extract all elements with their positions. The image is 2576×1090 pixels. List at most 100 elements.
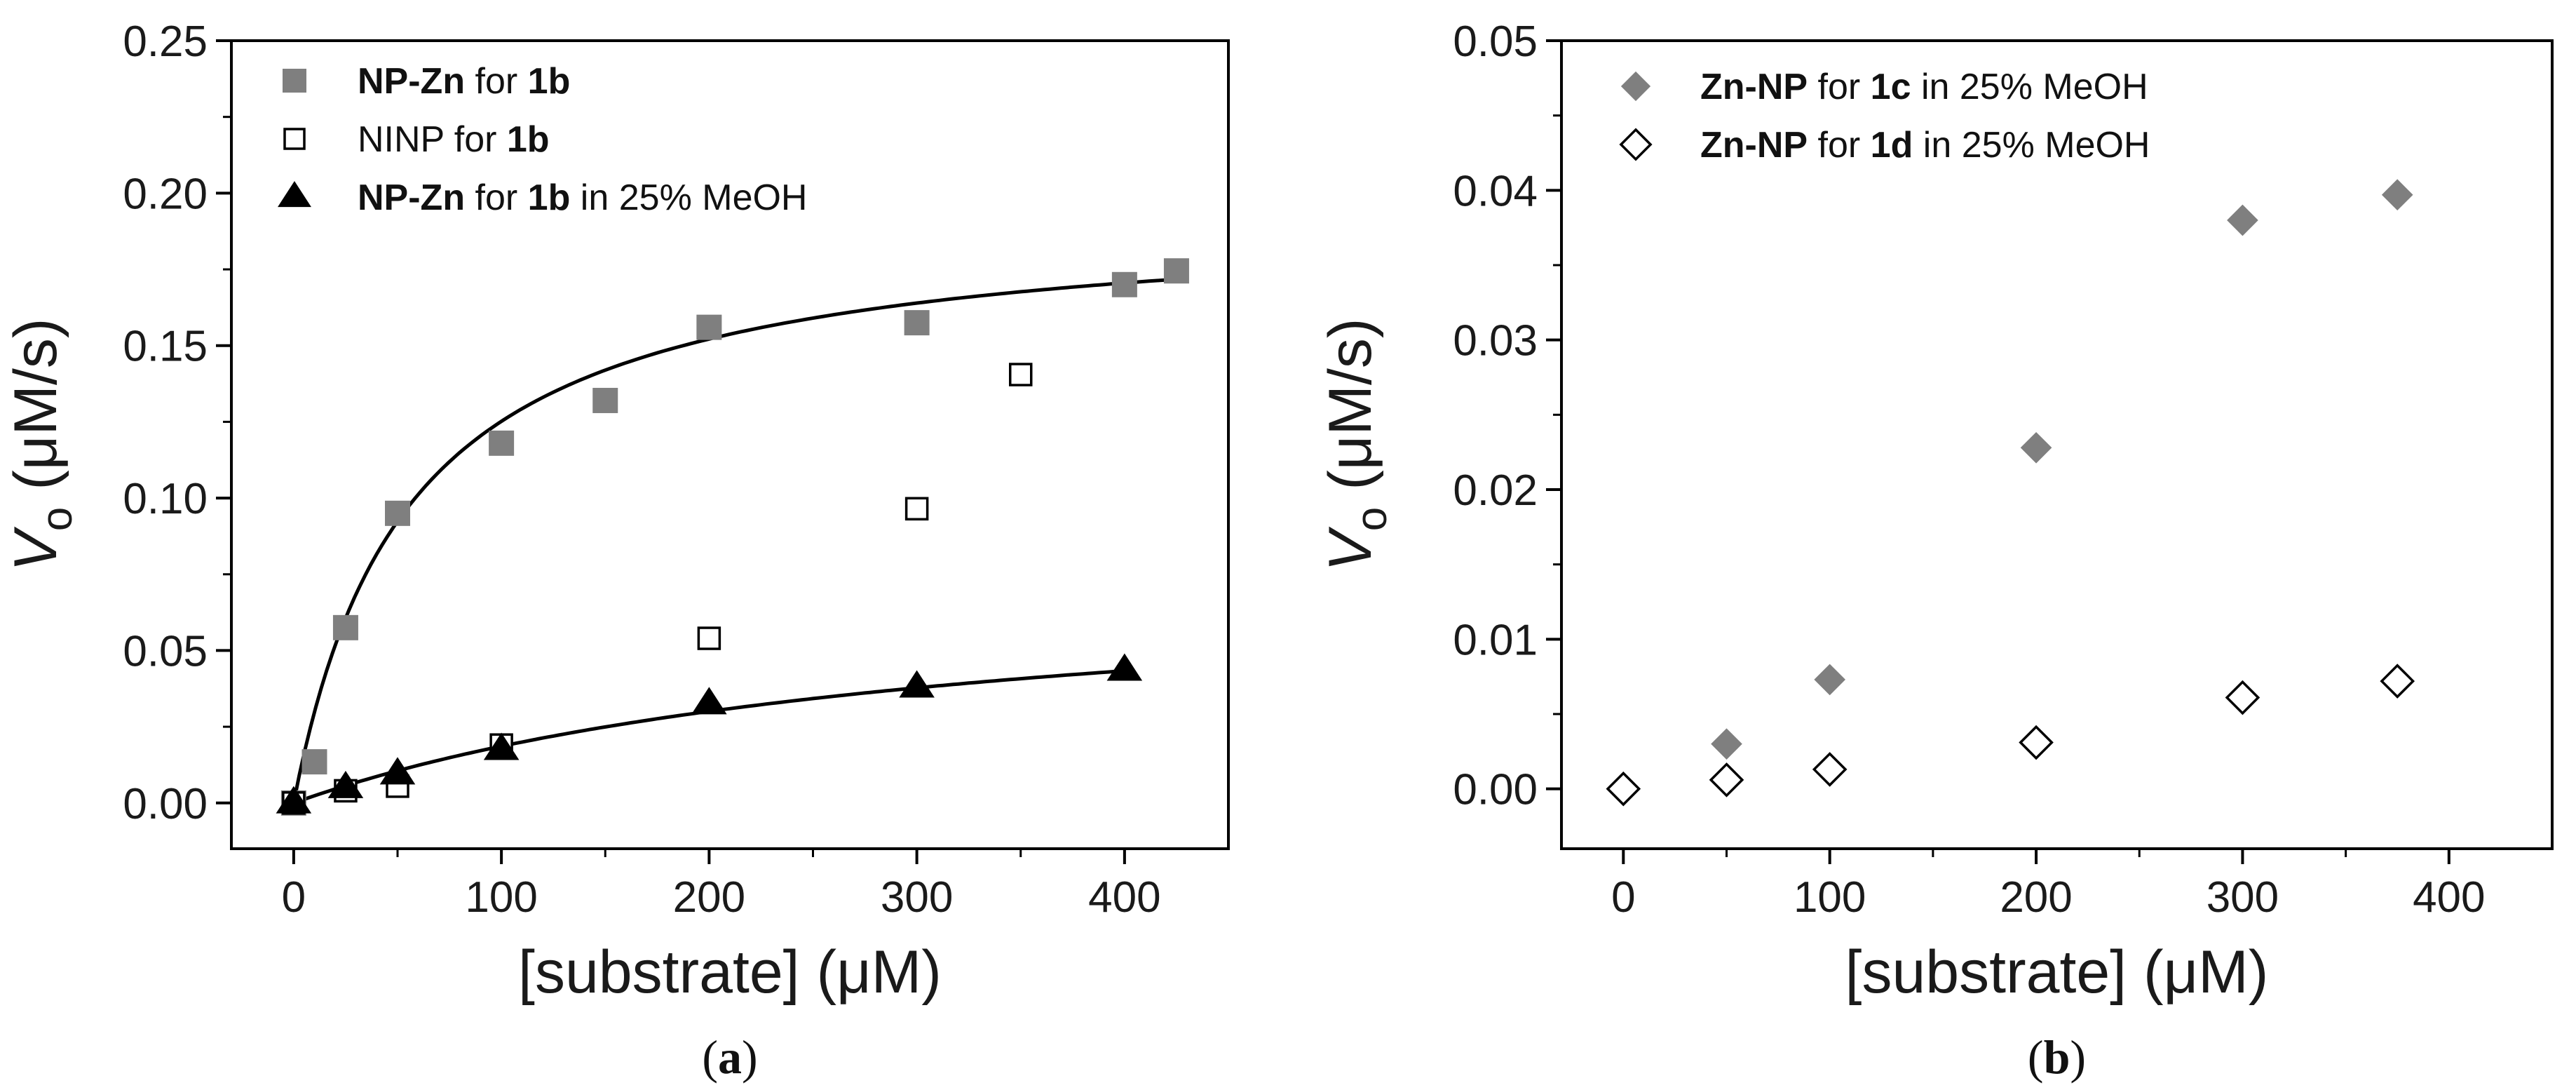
y-tick-label: 0.02 (1453, 466, 1538, 515)
data-point (1814, 664, 1846, 696)
data-point (2227, 204, 2258, 236)
legend-label-part: for (1808, 125, 1871, 166)
y-tick-label: 0.15 (123, 323, 208, 371)
y-tick-label: 0.01 (1453, 616, 1538, 664)
data-point (301, 749, 327, 775)
data-point (276, 786, 312, 814)
data-point (2225, 680, 2260, 715)
panel-label-close: ) (2070, 1030, 2086, 1084)
legend-marker (278, 181, 311, 208)
legend-label-part: 1b (528, 177, 571, 218)
legend-label-part: in 25% MeOH (1911, 67, 2148, 107)
series-2 (1606, 664, 2415, 807)
panel-label-letter: b (2044, 1030, 2070, 1084)
y-axis-title-units: (μM/s) (2, 318, 69, 506)
legend-label-part: NP-Zn (358, 61, 465, 102)
y-axis-title-v: V (1317, 526, 1384, 572)
series-3 (276, 653, 1143, 814)
data-point (1111, 271, 1137, 297)
legend-label-part: Zn-NP (1700, 125, 1808, 166)
x-tick-label: 300 (881, 873, 953, 922)
data-point (2380, 664, 2415, 699)
data-point (691, 687, 727, 715)
panel-label-open: ( (2028, 1030, 2044, 1084)
legend-label-part: NP-Zn (358, 177, 465, 218)
data-point (1606, 771, 1641, 807)
series-1 (1711, 179, 2413, 760)
data-point (379, 757, 416, 785)
y-tick-label: 0.20 (123, 170, 208, 218)
data-point (1106, 653, 1143, 681)
data-point (1812, 752, 1848, 787)
axes-frame (1560, 39, 2554, 850)
data-point (2019, 725, 2054, 760)
legend-label: NP-Zn for 1b (358, 61, 570, 102)
panel-label-letter: a (718, 1030, 742, 1084)
legend-label-part: for (1808, 67, 1871, 107)
data-point (483, 732, 520, 760)
legend-label-part: 1b (507, 119, 550, 160)
x-tick-label: 400 (1088, 873, 1160, 922)
x-tick-label: 200 (673, 873, 745, 922)
x-tick-label: 400 (2413, 873, 2485, 922)
panel-label-open: ( (702, 1030, 718, 1084)
data-point (385, 500, 410, 526)
legend-label: NINP for 1b (358, 119, 550, 160)
legend-marker (283, 128, 306, 150)
legend-label: NP-Zn for 1b in 25% MeOH (358, 177, 808, 218)
axes-frame (230, 39, 1230, 850)
data-point (1709, 762, 1744, 798)
fit-curve (292, 277, 1177, 804)
y-tick-label: 0.10 (123, 475, 208, 523)
data-point (2381, 179, 2413, 211)
data-point (332, 614, 358, 640)
legend-label: Zn-NP for 1d in 25% MeOH (1700, 125, 2150, 166)
x-tick-label: 0 (282, 873, 306, 922)
legend-label-part: in 25% MeOH (1913, 125, 2150, 166)
data-point (592, 387, 618, 413)
panel-label-close: ) (742, 1030, 758, 1084)
data-point (899, 670, 935, 698)
legend-label-part: NINP for (358, 119, 507, 160)
data-point (2020, 431, 2052, 464)
legend-marker (1620, 71, 1651, 102)
y-axis-title: Vo (μM/s) (1317, 318, 1396, 571)
x-axis-title: [substrate] (μM) (518, 938, 942, 1006)
panel-label: (b) (2028, 1030, 2086, 1084)
y-tick-label: 0.05 (123, 627, 208, 675)
x-axis-title: [substrate] (μM) (1845, 938, 2269, 1006)
legend-label-part: for (465, 177, 528, 218)
y-axis-title-subscript: o (1348, 507, 1396, 531)
legend-marker (1619, 128, 1653, 161)
legend-label-part: Zn-NP (1700, 67, 1808, 107)
y-tick-label: 0.00 (123, 780, 208, 828)
x-tick-label: 300 (2206, 873, 2279, 922)
data-point (1711, 728, 1742, 760)
x-tick-label: 200 (2000, 873, 2072, 922)
y-axis-title-subscript: o (33, 507, 81, 531)
data-point (1163, 258, 1189, 284)
legend-label-part: 1b (528, 61, 571, 102)
data-point (696, 314, 722, 340)
y-tick-label: 0.03 (1453, 317, 1538, 365)
data-point (904, 497, 929, 521)
y-tick-label: 0.25 (123, 18, 208, 66)
x-tick-label: 100 (465, 873, 537, 922)
legend-label-part: in 25% MeOH (570, 177, 807, 218)
y-tick-label: 0.04 (1453, 167, 1538, 215)
y-axis-title-v: V (2, 526, 69, 572)
legend-label: Zn-NP for 1c in 25% MeOH (1700, 67, 2148, 107)
data-point (1009, 363, 1033, 386)
y-tick-label: 0.05 (1453, 18, 1538, 66)
data-point (489, 430, 515, 456)
data-point (697, 626, 721, 650)
y-axis-title-units: (μM/s) (1317, 318, 1384, 506)
panel-b: 0 100 200 300 400 0.00 0.01 0.02 0.03 0.04 0.05 [su… (1317, 18, 2554, 1084)
data-point (327, 770, 364, 798)
panel-label: (a) (702, 1030, 757, 1084)
legend-label-part: 1c (1871, 67, 1911, 107)
